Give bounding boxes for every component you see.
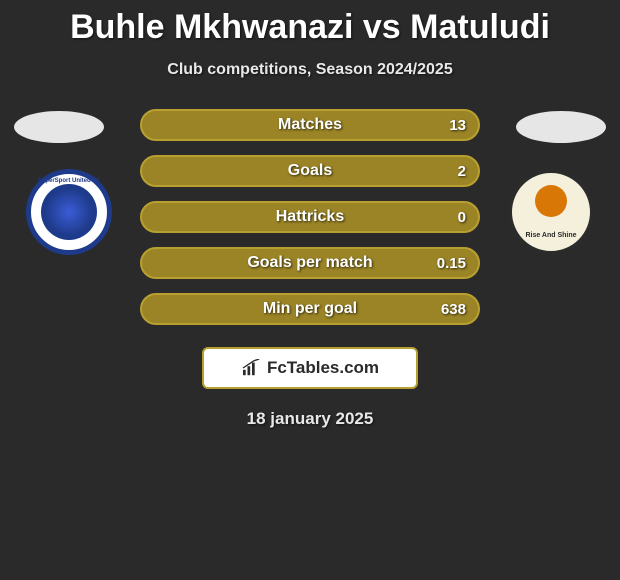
logo-text: FcTables.com	[267, 358, 379, 378]
content-area: SuperSport United FC Rise And Shine Matc…	[0, 109, 620, 429]
stat-label: Goals per match	[247, 254, 372, 272]
stat-label: Hattricks	[276, 208, 344, 226]
stat-label: Matches	[278, 116, 342, 134]
club-name-left: SuperSport United FC	[31, 178, 107, 184]
stat-bars: Matches 13 Goals 2 Hattricks 0 Goals per match…	[140, 109, 480, 325]
stat-bar-hattricks: Hattricks 0	[140, 201, 480, 233]
club-badge-right: Rise And Shine	[508, 169, 594, 255]
stat-value: 638	[441, 301, 466, 318]
stat-label: Min per goal	[263, 300, 357, 318]
stat-label: Goals	[288, 162, 332, 180]
stat-value: 0.15	[437, 255, 466, 272]
page-title: Buhle Mkhwanazi vs Matuludi	[0, 0, 620, 47]
stat-bar-min-per-goal: Min per goal 638	[140, 293, 480, 325]
player-avatar-left	[14, 111, 104, 143]
logo-box: FcTables.com	[202, 347, 418, 389]
date-text: 18 january 2025	[0, 409, 620, 429]
subtitle: Club competitions, Season 2024/2025	[0, 61, 620, 79]
stat-bar-goals-per-match: Goals per match 0.15	[140, 247, 480, 279]
club-motto-right: Rise And Shine	[512, 232, 590, 239]
chart-icon	[241, 359, 263, 377]
stat-bar-matches: Matches 13	[140, 109, 480, 141]
stat-value: 13	[449, 117, 466, 134]
player-avatar-right	[516, 111, 606, 143]
club-badge-left: SuperSport United FC	[26, 169, 112, 255]
stat-value: 0	[458, 209, 466, 226]
stat-value: 2	[458, 163, 466, 180]
stat-bar-goals: Goals 2	[140, 155, 480, 187]
